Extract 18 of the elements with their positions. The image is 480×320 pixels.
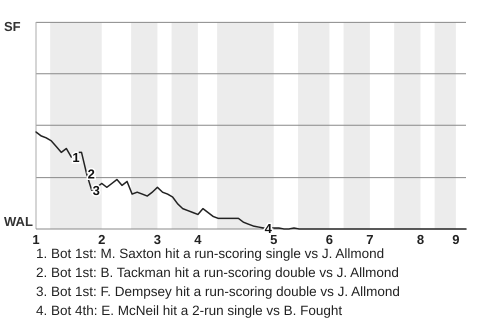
text: 3. Bot 1st: F. Dempsey hit a run-scoring double vs J. Allmond	[36, 284, 400, 299]
x-tick-label: 2	[98, 232, 106, 247]
annotation: 1	[72, 150, 80, 166]
text: SF	[4, 19, 21, 34]
x-tick-label: 1	[32, 232, 40, 247]
x-tick-label: 4	[194, 232, 202, 247]
x-tick-label: 6	[326, 232, 334, 247]
x-tick-label: 8	[416, 232, 424, 247]
x-tick-label: 7	[366, 232, 374, 247]
x-tick-label: 5	[270, 232, 278, 247]
annotation: 2	[88, 166, 95, 182]
x-tick-label: 9	[452, 232, 460, 247]
x-tick-label: 3	[154, 232, 162, 247]
annotation: 3	[92, 183, 100, 198]
text: 4. Bot 4th: E. McNeil hit a 2-run single vs B. Fought	[36, 303, 342, 318]
text: WAL	[4, 214, 33, 229]
text: 2. Bot 1st: B. Tackman hit a run-scoring double vs J. Allmond	[36, 265, 399, 280]
text: 1. Bot 1st: M. Saxton hit a run-scoring single vs J. Allmond	[36, 246, 384, 261]
